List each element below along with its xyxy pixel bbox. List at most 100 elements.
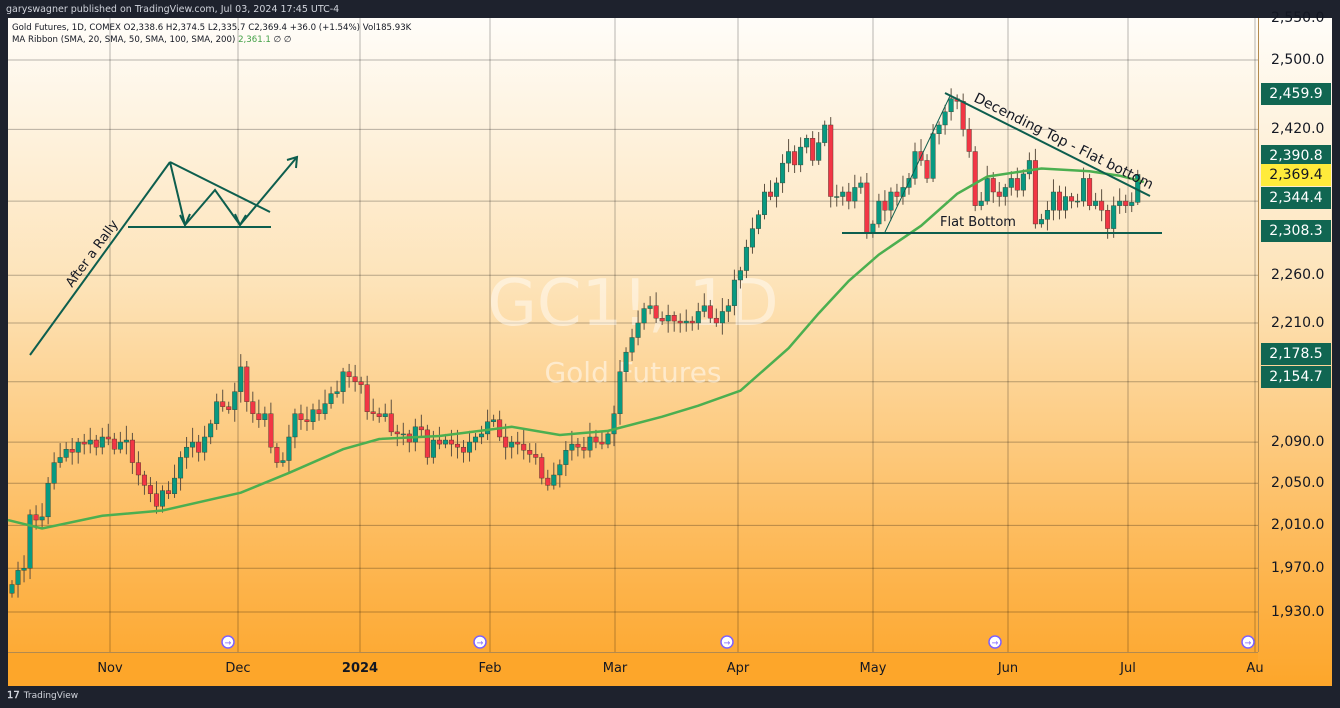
legend-indicator[interactable]: MA Ribbon (SMA, 20, SMA, 50, SMA, 100, S… bbox=[12, 35, 236, 45]
event-marker-icon[interactable]: → bbox=[221, 635, 235, 649]
candle-body bbox=[611, 413, 617, 435]
candle-body bbox=[1105, 210, 1111, 229]
candle-body bbox=[605, 433, 611, 445]
candle bbox=[1062, 186, 1068, 219]
candle-body bbox=[834, 196, 840, 198]
candle-body bbox=[743, 246, 749, 271]
candle bbox=[924, 154, 930, 183]
candle-body bbox=[924, 160, 930, 179]
candle-body bbox=[521, 443, 527, 451]
price-label: 1,970.0 bbox=[1271, 560, 1325, 577]
time-axis[interactable]: Nov Dec 2024 Feb Mar Apr May Jun Jul Au bbox=[8, 652, 1264, 686]
candle bbox=[725, 299, 731, 323]
candle bbox=[105, 423, 111, 446]
event-marker-icon[interactable]: → bbox=[1241, 635, 1255, 649]
candle-body bbox=[135, 462, 141, 476]
grid bbox=[8, 18, 1258, 652]
candle bbox=[473, 432, 479, 451]
candle bbox=[63, 442, 69, 462]
time-label: 2024 bbox=[341, 661, 379, 676]
candle bbox=[147, 477, 153, 503]
candle bbox=[689, 316, 695, 331]
annotation-pattern[interactable] bbox=[842, 92, 1162, 234]
event-marker-icon[interactable]: → bbox=[473, 635, 487, 649]
candle bbox=[665, 304, 671, 333]
candle bbox=[503, 423, 509, 460]
candle bbox=[605, 429, 611, 449]
event-marker-icon[interactable]: → bbox=[988, 635, 1002, 649]
event-marker-icon[interactable]: → bbox=[720, 635, 734, 649]
candle bbox=[599, 430, 605, 450]
candle-body bbox=[978, 200, 984, 206]
candle bbox=[635, 310, 641, 346]
candle-body bbox=[996, 191, 1002, 197]
candle bbox=[202, 425, 208, 461]
candle-body bbox=[298, 413, 304, 420]
legend-indicator-extra: ∅ ∅ bbox=[273, 35, 292, 45]
candle bbox=[406, 429, 412, 453]
candle bbox=[822, 120, 828, 147]
annotation-rally[interactable] bbox=[29, 155, 299, 356]
candle bbox=[268, 402, 274, 454]
candle bbox=[527, 443, 533, 463]
candle-body bbox=[268, 413, 274, 448]
candle bbox=[1099, 189, 1105, 222]
candle-body bbox=[81, 441, 87, 445]
price-label: 2,550.0 bbox=[1271, 10, 1325, 26]
arrow-head-icon bbox=[286, 155, 299, 169]
candle bbox=[701, 293, 707, 318]
candle-body bbox=[749, 228, 755, 248]
candle bbox=[906, 173, 912, 195]
candle bbox=[587, 422, 593, 458]
candle-body bbox=[1008, 178, 1014, 188]
candle-body bbox=[172, 477, 178, 494]
candle-body bbox=[894, 191, 900, 197]
candle-body bbox=[1081, 178, 1087, 202]
candle-body bbox=[9, 584, 15, 594]
candle-body bbox=[274, 446, 280, 463]
candle bbox=[226, 401, 232, 414]
candle bbox=[870, 220, 876, 238]
candle-body bbox=[689, 320, 695, 324]
time-label: Apr bbox=[726, 661, 750, 676]
candle bbox=[569, 430, 575, 461]
candle-body bbox=[117, 441, 123, 450]
candle bbox=[244, 360, 250, 412]
candle-body bbox=[280, 460, 286, 463]
candle-body bbox=[900, 187, 906, 197]
candle bbox=[762, 183, 768, 220]
candle-body bbox=[780, 162, 786, 184]
price-badge: 2,390.8 bbox=[1261, 145, 1331, 167]
candle-body bbox=[461, 446, 467, 453]
candle-body bbox=[436, 439, 442, 445]
candle bbox=[75, 437, 81, 464]
candle-body bbox=[695, 311, 701, 324]
candle-body bbox=[864, 182, 870, 234]
candle bbox=[1032, 148, 1038, 229]
price-label: 1,930.0 bbox=[1271, 603, 1325, 620]
chart-area[interactable] bbox=[8, 18, 1332, 686]
candle-body bbox=[448, 439, 454, 445]
annotation-after-rally: After a Rally bbox=[63, 217, 122, 290]
candle-body bbox=[63, 449, 69, 458]
candle-body bbox=[629, 337, 635, 353]
legend-indicator-value: 2,361.1 bbox=[238, 35, 271, 45]
candle-body bbox=[575, 443, 581, 448]
candle-body bbox=[888, 191, 894, 211]
candle-body bbox=[196, 441, 202, 453]
arrow-head-icon bbox=[179, 213, 191, 228]
candle-body bbox=[39, 516, 45, 521]
candle bbox=[135, 451, 141, 486]
candle bbox=[876, 193, 882, 228]
candle-body bbox=[111, 438, 117, 450]
candle-body bbox=[202, 436, 208, 453]
candle bbox=[972, 146, 978, 212]
candle-body bbox=[442, 439, 448, 445]
legend-symbol[interactable]: Gold Futures, 1D, COMEX bbox=[12, 23, 121, 33]
candle-body bbox=[984, 178, 990, 202]
event-markers: → → → → → bbox=[221, 635, 1255, 649]
candle bbox=[178, 451, 184, 491]
candle bbox=[731, 269, 737, 316]
price-axis[interactable]: 2,550.0 2,500.0 2,420.0 2,260.0 2,210.0 2,090… bbox=[1258, 10, 1333, 652]
